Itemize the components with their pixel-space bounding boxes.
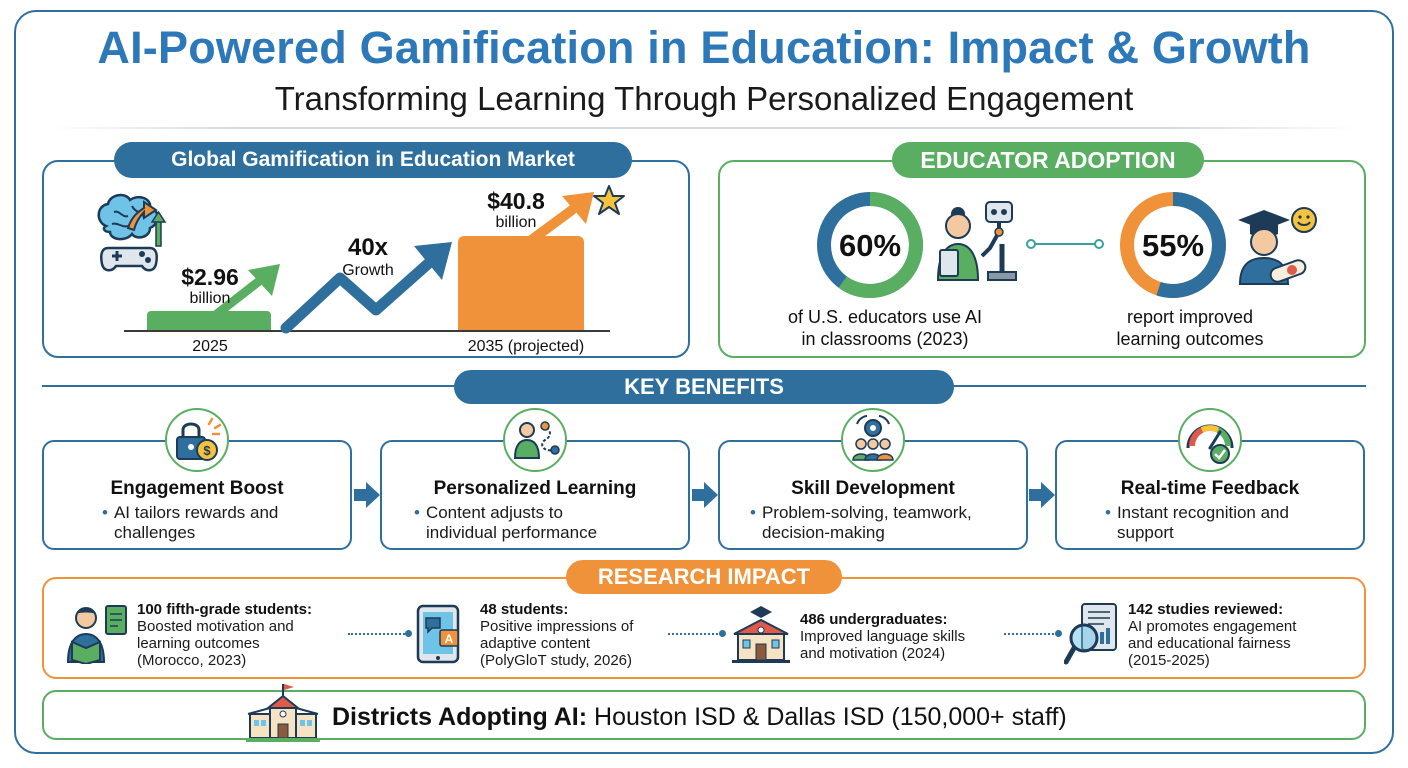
research-item-polyglot: 48 students: Positive impressions of ada… [480,601,634,669]
benefit-title: Real-time Feedback [1120,478,1300,499]
research-item-studies-reviewed: 142 studies reviewed: AI promotes engage… [1128,601,1297,669]
connector-dot-left [1026,239,1036,249]
market-end-value: $40.8 [487,188,545,214]
connector-dot [1055,630,1062,637]
benefit-title: Personalized Learning [433,478,637,499]
educators-ai-donut [817,192,923,298]
title-divider [50,127,1358,129]
benefit-description: • AI tailors rewards and challenges [102,503,279,542]
research-connector [668,633,722,635]
market-start-year: 2025 [192,338,228,355]
benefit-card-personalized: Personalized Learning • Content adjusts t… [380,440,690,550]
research-panel [42,577,1366,679]
districts-statement: Districts Adopting AI: Houston ISD & Dal… [332,703,1067,732]
improved-outcomes-caption-line1: report improved [1126,307,1254,327]
districts-detail: Houston ISD & Dallas ISD (150,000+ staff… [587,703,1067,731]
star-icon [593,185,625,215]
arrow-right-icon [354,482,380,508]
team-gear-icon [841,408,905,472]
arrow-right-icon [1029,482,1055,508]
improved-outcomes-caption: report improved learning outcomes [1080,306,1300,350]
educators-ai-caption-line2: in classrooms (2023) [801,329,969,349]
market-end-unit: billion [495,214,537,231]
svg-text:A: A [445,632,454,646]
districts-label: Districts Adopting AI: [332,703,588,731]
market-end-year: 2035 (projected) [467,338,585,355]
research-heading: RESEARCH IMPACT [566,560,842,594]
orange-growth-arrow [521,192,594,249]
improved-outcomes-caption-line2: learning outcomes [1116,329,1264,349]
key-benefits-heading: KEY BENEFITS [454,370,954,404]
connector-dot [719,630,726,637]
market-growth-label: Growth [342,262,394,279]
page-subtitle: Transforming Learning Through Personaliz… [274,80,1134,117]
blue-zigzag-arrow [280,242,452,334]
school-building-icon [246,684,320,742]
learner-path-icon [503,408,567,472]
adoption-connector [1031,243,1099,245]
research-connector [348,633,408,635]
market-2035-bar [458,236,584,330]
teacher-robot-icon [936,201,1017,281]
connector-dot [405,630,412,637]
improved-outcomes-percent: 55% [1141,228,1205,263]
benefit-description: • Problem-solving, teamwork, decision-maki… [750,503,972,542]
tablet-translate-icon: A [416,604,460,664]
document-magnifier-icon [1064,603,1117,665]
arrow-right-icon [692,482,718,508]
research-connector [1004,633,1058,635]
market-baseline [124,330,610,332]
connector-dot-right [1094,239,1104,249]
university-icon [732,606,790,663]
page-title: AI-Powered Gamification in Education: Im… [97,22,1311,73]
educators-ai-caption: of U.S. educators use AI in classrooms (… [760,306,1010,350]
green-growth-arrow [200,264,280,329]
student-reading-icon [66,605,127,664]
benefit-title: Engagement Boost [110,478,284,499]
benefit-description: • Instant recognition and support [1105,503,1289,542]
improved-outcomes-donut [1120,192,1226,298]
graduate-student-icon [1238,207,1317,285]
educators-ai-percent: 60% [838,228,902,263]
brain-gamepad-icon [97,193,167,272]
market-start-value: $2.96 [181,264,239,290]
lock-coin-icon: $ [165,408,229,472]
research-item-undergraduates: 486 undergraduates: Improved language sk… [800,611,966,662]
market-heading: Global Gamification in Education Market [114,142,632,178]
educators-ai-caption-line1: of U.S. educators use AI [787,307,983,327]
market-growth-value: 40x [347,234,389,261]
gauge-check-icon [1178,408,1242,472]
research-item-fifth-grade: 100 fifth-grade students: Boosted motiva… [137,601,313,669]
benefit-title: Skill Development [791,478,955,499]
adoption-heading: EDUCATOR ADOPTION [892,142,1204,178]
market-start-unit: billion [189,290,231,307]
svg-text:$: $ [203,443,211,458]
benefit-description: • Content adjusts to individual performanc… [414,503,598,542]
